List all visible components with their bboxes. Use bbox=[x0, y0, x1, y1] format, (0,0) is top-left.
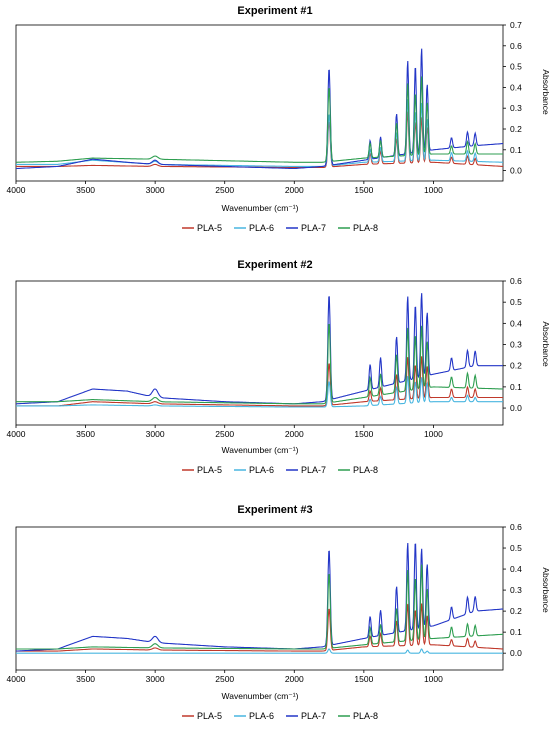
series-line-pla-8 bbox=[16, 323, 503, 405]
legend-label: PLA-7 bbox=[301, 223, 326, 233]
plot-area: 4000 3500 3000 2500 2000 1500 1000 0.0 0.1 0.2 0.3… bbox=[7, 522, 523, 684]
chart-panel-2: Experiment #2 4000 3500 3000 2500 2000 1500 10… bbox=[7, 259, 550, 475]
x-tick-label: 2000 bbox=[285, 185, 304, 195]
y-tick-label: 0.1 bbox=[510, 382, 522, 392]
y-tick-label: 0.4 bbox=[510, 318, 522, 328]
x-tick-label: 3500 bbox=[76, 674, 95, 684]
y-tick-label: 0.3 bbox=[510, 585, 522, 595]
y-tick-label: 0.3 bbox=[510, 103, 522, 113]
y-tick-label: 0.7 bbox=[510, 20, 522, 30]
legend-label: PLA-7 bbox=[301, 465, 326, 475]
legend-label: PLA-8 bbox=[353, 711, 378, 721]
x-tick-label: 3500 bbox=[76, 429, 95, 439]
legend-label: PLA-5 bbox=[197, 711, 222, 721]
x-tick-label: 4000 bbox=[7, 674, 26, 684]
legend-label: PLA-7 bbox=[301, 711, 326, 721]
y-tick-label: 0.0 bbox=[510, 403, 522, 413]
y-tick-label: 0.3 bbox=[510, 340, 522, 350]
x-tick-label: 2500 bbox=[215, 429, 234, 439]
y-tick-label: 0.2 bbox=[510, 124, 522, 134]
plot-frame bbox=[15, 280, 504, 426]
legend: PLA-5 PLA-6 PLA-7 PLA-8 bbox=[182, 465, 378, 475]
legend-label: PLA-6 bbox=[249, 711, 274, 721]
legend: PLA-5 PLA-6 PLA-7 PLA-8 bbox=[182, 223, 378, 233]
x-tick-label: 2000 bbox=[285, 429, 304, 439]
x-tick-label: 3000 bbox=[146, 185, 165, 195]
x-axis-label: Wavenumber (cm⁻¹) bbox=[222, 445, 299, 455]
plot-area: 4000 3500 3000 2500 2000 1500 1000 0.0 0.1 0.2 0.3… bbox=[7, 20, 523, 195]
x-tick-label: 2000 bbox=[285, 674, 304, 684]
series-line-pla-6 bbox=[16, 99, 503, 167]
y-axis-label: Absorbance bbox=[541, 69, 550, 115]
y-tick-label: 0.0 bbox=[510, 166, 522, 176]
plot-area: 4000 3500 3000 2500 2000 1500 1000 0.0 0.1 0.2 0.3… bbox=[7, 276, 523, 439]
series-line-pla-7 bbox=[16, 48, 503, 170]
y-tick-label: 0.1 bbox=[510, 627, 522, 637]
legend: PLA-5 PLA-6 PLA-7 PLA-8 bbox=[182, 711, 378, 721]
chart-panel-1: Experiment #1 4000 3500 3000 2500 2000 1500 10… bbox=[7, 5, 550, 233]
y-tick-label: 0.1 bbox=[510, 145, 522, 155]
x-tick-label: 3000 bbox=[146, 429, 165, 439]
chart-title: Experiment #2 bbox=[237, 259, 312, 271]
legend-label: PLA-5 bbox=[197, 465, 222, 475]
series-line-pla-5 bbox=[16, 356, 503, 407]
x-tick-label: 3500 bbox=[76, 185, 95, 195]
y-tick-label: 0.4 bbox=[510, 82, 522, 92]
x-tick-label: 1500 bbox=[354, 185, 373, 195]
series-line-pla-8 bbox=[16, 564, 503, 650]
y-tick-label: 0.6 bbox=[510, 276, 522, 286]
x-tick-label: 4000 bbox=[7, 429, 26, 439]
x-tick-label: 1000 bbox=[424, 674, 443, 684]
legend-label: PLA-8 bbox=[353, 223, 378, 233]
y-tick-label: 0.6 bbox=[510, 41, 522, 51]
y-tick-label: 0.4 bbox=[510, 564, 522, 574]
series-line-pla-6 bbox=[16, 648, 503, 654]
x-tick-label: 3000 bbox=[146, 674, 165, 684]
x-tick-label: 1000 bbox=[424, 429, 443, 439]
x-axis-label: Wavenumber (cm⁻¹) bbox=[222, 691, 299, 701]
chart-title: Experiment #1 bbox=[237, 5, 312, 17]
legend-label: PLA-6 bbox=[249, 465, 274, 475]
y-tick-label: 0.5 bbox=[510, 62, 522, 72]
chart-panel-3: Experiment #3 4000 3500 3000 2500 2000 1500 10… bbox=[7, 504, 550, 721]
y-axis-label: Absorbance bbox=[541, 321, 550, 367]
plot-frame bbox=[15, 24, 504, 182]
chart-title: Experiment #3 bbox=[237, 504, 312, 516]
legend-label: PLA-8 bbox=[353, 465, 378, 475]
series-line-pla-7 bbox=[16, 542, 503, 652]
plot-frame bbox=[15, 526, 504, 671]
y-tick-label: 0.6 bbox=[510, 522, 522, 532]
y-axis-label: Absorbance bbox=[541, 567, 550, 613]
x-tick-label: 1500 bbox=[354, 674, 373, 684]
x-tick-label: 4000 bbox=[7, 185, 26, 195]
x-tick-label: 1000 bbox=[424, 185, 443, 195]
legend-label: PLA-6 bbox=[249, 223, 274, 233]
series-line-pla-8 bbox=[16, 76, 503, 163]
x-tick-label: 2500 bbox=[215, 185, 234, 195]
legend-label: PLA-5 bbox=[197, 223, 222, 233]
y-tick-label: 0.2 bbox=[510, 361, 522, 371]
x-tick-label: 1500 bbox=[354, 429, 373, 439]
x-tick-label: 2500 bbox=[215, 674, 234, 684]
y-tick-label: 0.5 bbox=[510, 297, 522, 307]
y-tick-label: 0.5 bbox=[510, 543, 522, 553]
series-line-pla-5 bbox=[16, 603, 503, 652]
y-tick-label: 0.0 bbox=[510, 648, 522, 658]
x-axis-label: Wavenumber (cm⁻¹) bbox=[222, 203, 299, 213]
y-tick-label: 0.2 bbox=[510, 606, 522, 616]
series-line-pla-6 bbox=[16, 375, 503, 408]
